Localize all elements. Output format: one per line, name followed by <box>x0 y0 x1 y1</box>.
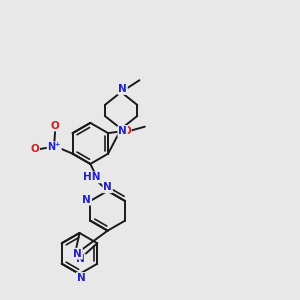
Text: O: O <box>51 121 60 130</box>
Text: N: N <box>103 182 112 192</box>
Text: N: N <box>73 249 82 259</box>
Text: N: N <box>76 273 85 283</box>
Text: N: N <box>118 126 127 136</box>
Text: N: N <box>82 195 91 205</box>
Text: HN: HN <box>83 172 100 182</box>
Text: O: O <box>122 126 131 136</box>
Text: N⁺: N⁺ <box>47 142 61 152</box>
Text: N: N <box>118 84 127 94</box>
Text: O: O <box>30 144 39 154</box>
Text: N: N <box>76 254 85 264</box>
